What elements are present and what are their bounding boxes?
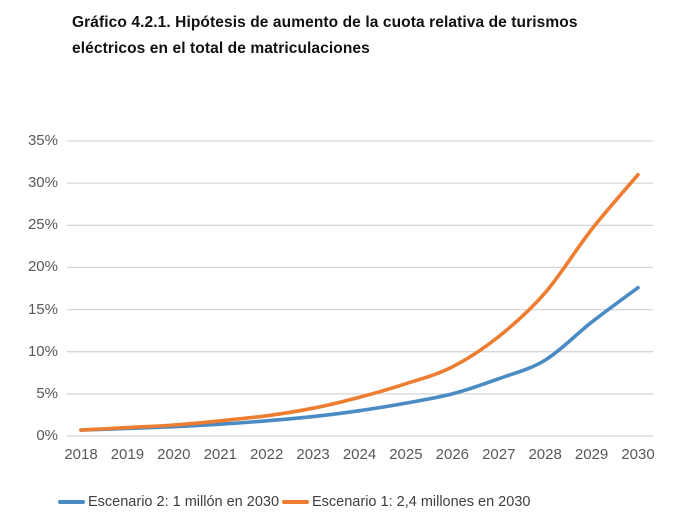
x-axis-tick-label: 2025 — [389, 446, 423, 463]
y-axis-tick-label: 10% — [27, 342, 58, 360]
chart-title: Gráfico 4.2.1. Hipótesis de aumento de l… — [72, 10, 642, 62]
legend-label-escenario-2: Escenario 2: 1 millón en 2030 — [88, 494, 280, 510]
chart-title-line1: Gráfico 4.2.1. Hipótesis de aumento de l… — [72, 14, 578, 31]
x-axis-tick-label: 2028 — [528, 446, 562, 463]
y-axis-tick-label: 5% — [36, 384, 58, 402]
x-axis-tick-label: 2030 — [621, 446, 655, 463]
x-axis-tick-label: 2026 — [435, 446, 470, 463]
x-axis-tick-label: 2018 — [64, 446, 98, 463]
chart-legend: Escenario 2: 1 millón en 2030 Escenario … — [0, 493, 686, 513]
y-axis-tick-label: 0% — [36, 427, 58, 444]
y-axis-tick-label: 25% — [27, 216, 58, 234]
legend-item-escenario-2: Escenario 2: 1 millón en 2030 — [58, 493, 279, 511]
x-axis-tick-label: 2020 — [157, 446, 191, 463]
legend-item-escenario-1: Escenario 1: 2,4 millones en 2030 — [282, 493, 530, 511]
y-axis-tick-label: 30% — [27, 174, 58, 192]
x-axis-tick-label: 2022 — [249, 446, 284, 463]
chart-title-line2: eléctricos en el total de matriculacione… — [72, 40, 370, 57]
y-axis-tick-label: 20% — [27, 258, 58, 276]
series-line-escenario-1 — [79, 172, 640, 432]
x-axis-tick-label: 2021 — [203, 446, 237, 463]
legend-label-escenario-1: Escenario 1: 2,4 millones en 2030 — [312, 494, 531, 510]
escenario-1-line-swatch-icon — [282, 499, 309, 505]
y-axis-tick-label: 35% — [27, 132, 58, 149]
escenario-2-line-swatch-icon — [58, 499, 85, 505]
x-axis-tick-label: 2029 — [574, 446, 609, 463]
y-axis-tick-label: 15% — [27, 300, 58, 318]
x-axis-tick-label: 2023 — [296, 446, 330, 463]
x-axis-tick-label: 2019 — [110, 446, 145, 463]
x-axis-tick-label: 2027 — [482, 446, 516, 463]
x-axis-tick-label: 2024 — [342, 446, 377, 463]
